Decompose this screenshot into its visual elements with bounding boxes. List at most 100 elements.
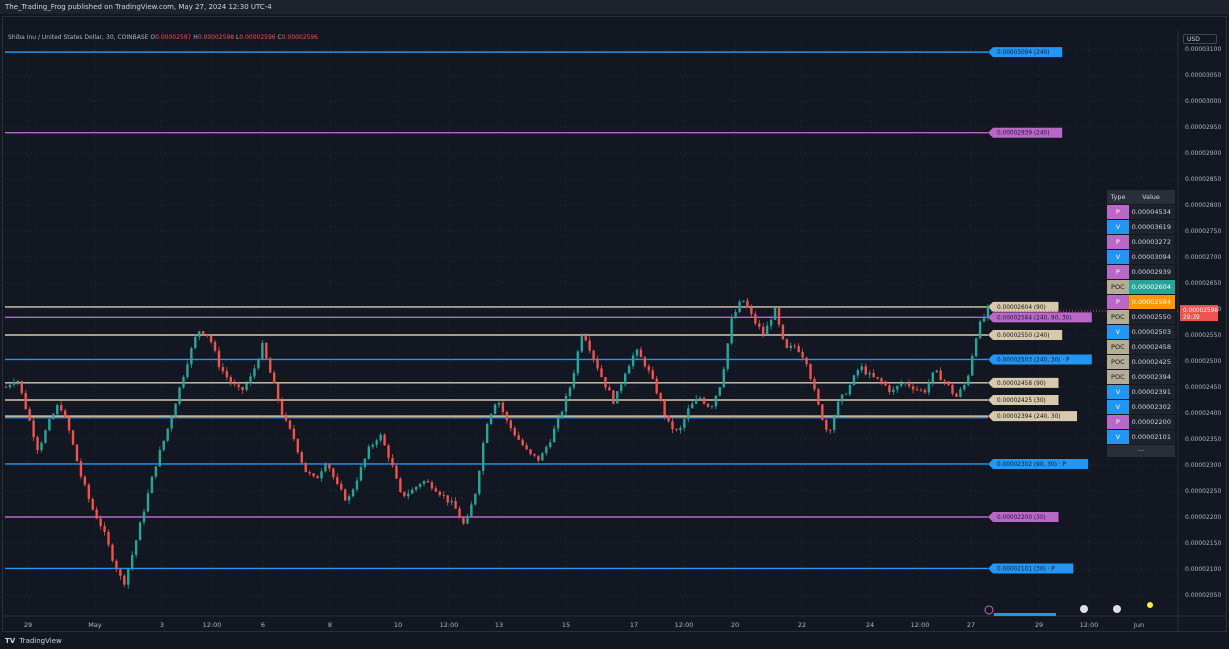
candle-body [414,486,418,490]
candle-body [422,481,426,484]
candle-body [552,428,556,443]
level-label: 0.00002200 (30) [997,515,1046,521]
candle-body [474,493,477,505]
x-tick-label: 13 [495,621,503,629]
x-tick-label: 12:00 [1080,621,1099,629]
table-more[interactable]: ... [1107,445,1175,457]
candle-body [205,334,209,336]
candle-body [880,378,883,382]
candle-body [269,358,272,373]
candle-body [939,370,942,381]
candle-body [450,500,453,503]
candle-body [762,326,765,335]
currency-button[interactable]: USD [1183,34,1217,44]
candle-body [971,356,974,376]
footer: TV TradingView [0,634,1229,649]
y-tick-label: 0.00002150 [1185,540,1221,547]
candle-body [99,518,102,527]
level-label: 0.00002458 (90) [997,381,1046,387]
candle-body [710,406,714,408]
table-cell-value: 0.00002391 [1128,385,1175,399]
candle-body [138,522,142,541]
y-tick-label: 0.00003050 [1185,72,1221,79]
candle-body [48,419,51,431]
level-label-bg [988,312,1092,323]
publish-text: The_Trading_Frog published on TradingVie… [5,3,272,11]
table-row: P 0.00002584 [1107,295,1175,309]
x-tick-label: 17 [630,621,638,629]
high-label: H [193,34,198,41]
candle-body [280,400,284,415]
candle-body [907,382,911,387]
candle-body [900,383,903,386]
candle-body [190,348,193,365]
publish-header: The_Trading_Frog published on TradingVie… [0,0,1229,14]
candle-body [174,403,177,417]
candle-body [978,321,982,339]
current-price-countdown: 29:39 [1183,315,1200,321]
table-header: Type Value [1107,190,1175,204]
table-row: V 0.00003619 [1107,220,1175,234]
candle-body [612,390,615,404]
candle-body [127,568,130,585]
candle-body [746,300,749,308]
candle-body [758,323,761,327]
candle-body [832,416,836,431]
candle-body [698,397,702,400]
candle-body [635,349,639,356]
table-header-type: Type [1110,193,1126,201]
candle-body [363,458,367,468]
candle-body [872,373,875,377]
table-cell-value: 0.00002458 [1128,340,1175,354]
candle-body [241,387,244,390]
table-row: P 0.00002200 [1107,415,1175,429]
candle-body [639,349,643,358]
chart-frame[interactable] [2,16,1227,632]
y-tick-label: 0.00002250 [1185,488,1221,495]
candle-body [623,373,627,385]
candle-body [588,340,591,351]
candle-body [288,420,292,429]
candle-body [308,472,311,474]
table-cell-value: 0.00002425 [1128,355,1175,369]
table-cell-type: POC [1107,340,1129,354]
candle-body [675,429,678,431]
candle-body [497,402,501,405]
candle-body [616,391,619,404]
x-tick-label: Jun [1133,621,1144,629]
y-tick-label: 0.00003100 [1185,46,1221,53]
footer-brand[interactable]: TradingView [19,637,62,645]
candle-body [781,324,785,340]
symbol-legend: Shiba Inu / United States Dollar, 30, CO… [8,34,318,41]
candle-body [75,444,79,462]
table-row: V 0.00002503 [1107,325,1175,339]
candle-body [659,393,662,401]
candle-body [292,428,296,439]
price-chart[interactable]: 0.00003100 0.00003050 0.00003000 0.00002950… [0,0,1229,634]
levels-table: Type Value P 0.00004534 V 0.00003619 P 0.0000… [1107,190,1175,457]
candle-body [131,554,134,569]
candle-body [134,540,138,555]
candle-body [324,464,327,472]
table-row: V 0.00002101 [1107,430,1175,444]
y-tick-label: 0.00002300 [1185,462,1221,469]
candle-body [446,495,449,503]
candle-body [265,342,268,359]
x-tick-label: 12:00 [203,621,222,629]
candle-body [162,440,165,451]
candle-body [821,404,824,420]
candle-body [438,491,442,496]
x-tick-label: 12:00 [440,621,459,629]
candle-body [793,345,796,347]
table-cell-type: POC [1107,280,1129,294]
table-cell-type: V [1107,220,1129,234]
candle-body [87,484,91,500]
candle-body [809,364,812,379]
candle-body [154,466,158,477]
y-tick-label: 0.00003000 [1185,98,1221,105]
x-tick-label: May [88,621,102,629]
tradingview-logo-icon[interactable]: TV [5,637,16,645]
close-value: 0.00002596 [281,34,318,41]
candle-body [383,434,386,446]
candle-body [316,476,319,479]
